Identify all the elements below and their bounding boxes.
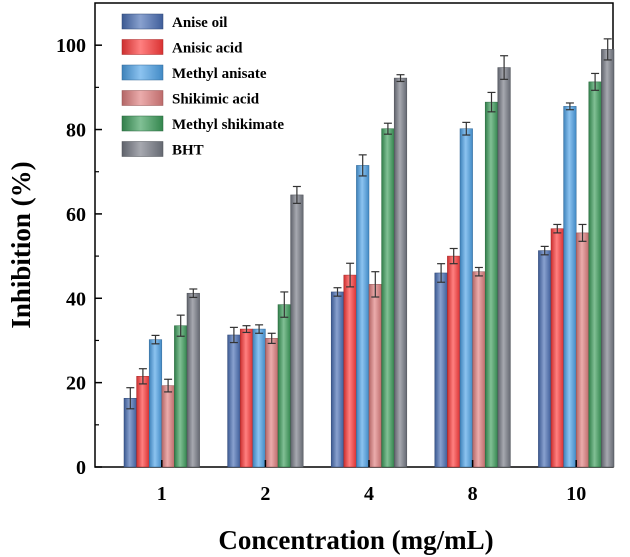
x-axis: 1 2 4 8 10 bbox=[157, 460, 586, 505]
bar bbox=[447, 255, 461, 468]
x-tick-label: 2 bbox=[260, 483, 270, 505]
bar bbox=[161, 385, 175, 468]
bar-group-10 bbox=[538, 38, 615, 468]
y-tick-label: 20 bbox=[66, 373, 86, 395]
legend-swatch bbox=[121, 115, 164, 132]
y-axis: 0 20 40 60 80 100 bbox=[56, 35, 102, 479]
y-tick-label: 40 bbox=[66, 288, 86, 310]
legend-swatch bbox=[121, 13, 164, 30]
legend: Anise oil Anisic acid Methyl anisate Shikim… bbox=[121, 13, 284, 159]
x-tick-label: 4 bbox=[364, 483, 374, 505]
bar bbox=[459, 128, 473, 468]
bar bbox=[381, 128, 395, 468]
bar bbox=[265, 338, 279, 468]
legend-label: Anise oil bbox=[172, 15, 227, 31]
bar bbox=[356, 165, 370, 468]
legend-label: Methyl shikimate bbox=[172, 117, 284, 133]
legend-swatch bbox=[121, 64, 164, 81]
bar bbox=[484, 101, 499, 468]
bar bbox=[277, 304, 291, 468]
bar bbox=[434, 272, 448, 468]
bar bbox=[227, 334, 241, 468]
legend-label: BHT bbox=[172, 143, 204, 159]
bar bbox=[575, 232, 590, 468]
x-tick-label: 8 bbox=[468, 483, 478, 505]
bar bbox=[588, 81, 602, 468]
x-tick-label: 1 bbox=[157, 483, 167, 505]
bar bbox=[330, 291, 345, 468]
bar-group-2 bbox=[227, 185, 304, 468]
bar bbox=[538, 250, 552, 468]
bar bbox=[136, 376, 150, 468]
legend-label: Anisic acid bbox=[172, 41, 243, 57]
bar bbox=[472, 271, 486, 468]
bar bbox=[497, 67, 511, 468]
y-tick-label: 80 bbox=[66, 120, 86, 142]
legend-swatch bbox=[121, 90, 164, 106]
bar-group-8 bbox=[434, 55, 511, 468]
legend-swatch bbox=[121, 141, 164, 157]
x-axis-title: Concentration (mg/mL) bbox=[218, 525, 493, 555]
bar bbox=[563, 106, 577, 468]
bar bbox=[148, 339, 163, 468]
y-axis-title: Inhibition (%) bbox=[6, 161, 36, 328]
bar-group-1 bbox=[123, 288, 200, 468]
bar bbox=[393, 77, 408, 468]
bar-group-4 bbox=[330, 74, 408, 468]
bar bbox=[186, 292, 200, 468]
bar bbox=[601, 49, 615, 468]
bar bbox=[174, 325, 188, 468]
legend-swatch bbox=[121, 39, 164, 55]
y-tick-label: 60 bbox=[66, 204, 86, 226]
legend-label: Methyl anisate bbox=[172, 66, 267, 82]
legend-label: Shikimic acid bbox=[172, 92, 260, 108]
y-tick-label: 100 bbox=[56, 35, 86, 57]
bar bbox=[239, 328, 254, 468]
bar bbox=[290, 194, 304, 468]
bar bbox=[550, 228, 564, 468]
x-tick-label: 10 bbox=[566, 483, 586, 505]
bar bbox=[343, 274, 357, 468]
bar-groups bbox=[123, 38, 615, 468]
bar bbox=[368, 284, 382, 468]
bar bbox=[252, 328, 266, 468]
y-tick-label: 0 bbox=[76, 457, 86, 479]
